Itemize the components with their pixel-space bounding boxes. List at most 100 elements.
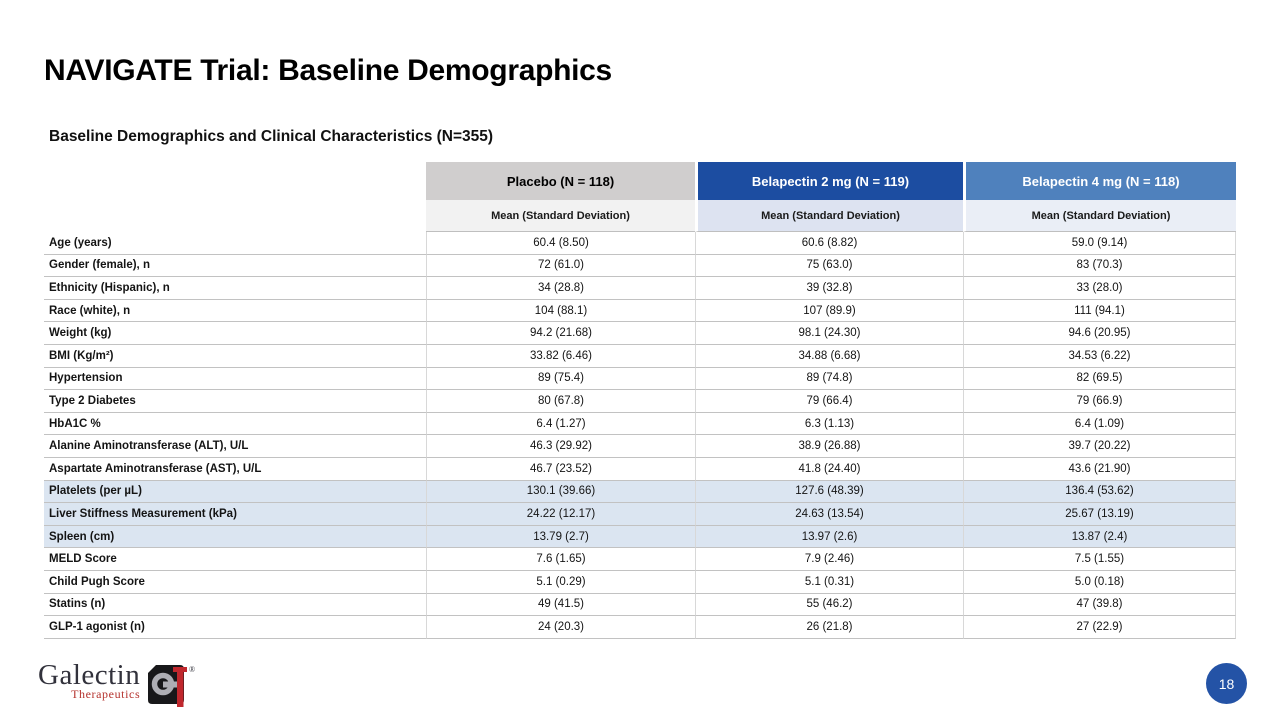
cell-value: 127.6 (48.39)	[695, 480, 963, 504]
cell-value: 34.88 (6.68)	[695, 344, 963, 368]
cell-value: 24.22 (12.17)	[426, 503, 695, 526]
cell-value: 46.3 (29.92)	[426, 435, 695, 458]
row-label: Age (years)	[44, 232, 426, 255]
cell-value: 79 (66.9)	[963, 390, 1236, 413]
cell-value: 7.6 (1.65)	[426, 548, 695, 571]
cell-value: 13.79 (2.7)	[426, 525, 695, 549]
cell-value: 72 (61.0)	[426, 254, 695, 278]
galectin-gt-icon: ®	[148, 665, 195, 707]
cell-value: 6.4 (1.09)	[963, 412, 1236, 436]
cell-value: 107 (89.9)	[695, 299, 963, 323]
table-row: Platelets (per µL) 130.1 (39.66) 127.6 (48…	[44, 480, 1236, 504]
cell-value: 111 (94.1)	[963, 299, 1236, 323]
row-label: Gender (female), n	[44, 254, 426, 278]
registered-mark: ®	[189, 665, 195, 674]
row-label: Child Pugh Score	[44, 570, 426, 594]
cell-value: 6.4 (1.27)	[426, 412, 695, 436]
logo-subtext: Therapeutics	[71, 687, 141, 701]
row-label: Spleen (cm)	[44, 525, 426, 549]
table-row: Spleen (cm) 13.79 (2.7) 13.97 (2.6) 13.87 (…	[44, 525, 1236, 549]
column-header-belapectin-2mg: Belapectin 2 mg (N = 119)	[695, 162, 963, 200]
cell-value: 55 (46.2)	[695, 593, 963, 617]
column-header-placebo: Placebo (N = 118)	[426, 162, 695, 200]
cell-value: 82 (69.5)	[963, 367, 1236, 391]
table-row: Weight (kg) 94.2 (21.68) 98.1 (24.30) 94.6 …	[44, 322, 1236, 345]
cell-value: 34 (28.8)	[426, 277, 695, 300]
cell-value: 130.1 (39.66)	[426, 480, 695, 504]
cell-value: 98.1 (24.30)	[695, 322, 963, 345]
cell-value: 5.0 (0.18)	[963, 570, 1236, 594]
table-row: BMI (Kg/m²) 33.82 (6.46) 34.88 (6.68) 34.53…	[44, 344, 1236, 368]
cell-value: 75 (63.0)	[695, 254, 963, 278]
table-row: Statins (n) 49 (41.5) 55 (46.2) 47 (39.8)	[44, 593, 1236, 617]
subheader-row: Mean (Standard Deviation) Mean (Standard…	[44, 200, 1236, 232]
row-label: Ethnicity (Hispanic), n	[44, 277, 426, 300]
cell-value: 13.87 (2.4)	[963, 525, 1236, 549]
cell-value: 6.3 (1.13)	[695, 412, 963, 436]
cell-value: 104 (88.1)	[426, 299, 695, 323]
table-row: Child Pugh Score 5.1 (0.29) 5.1 (0.31) 5.0 …	[44, 570, 1236, 594]
cell-value: 26 (21.8)	[695, 616, 963, 639]
table-row: HbA1C % 6.4 (1.27) 6.3 (1.13) 6.4 (1.09)	[44, 412, 1236, 436]
page-number: 18	[1218, 675, 1235, 692]
cell-value: 38.9 (26.88)	[695, 435, 963, 458]
table-row: Hypertension 89 (75.4) 89 (74.8) 82 (69.5)	[44, 367, 1236, 391]
column-header-row: Placebo (N = 118) Belapectin 2 mg (N = 1…	[44, 162, 1236, 200]
cell-value: 34.53 (6.22)	[963, 344, 1236, 368]
row-label: Weight (kg)	[44, 322, 426, 345]
table-title: Baseline Demographics and Clinical Chara…	[49, 128, 494, 145]
cell-value: 49 (41.5)	[426, 593, 695, 617]
cell-value: 43.6 (21.90)	[963, 457, 1236, 481]
table-row: Aspartate Aminotransferase (AST), U/L 46.…	[44, 457, 1236, 481]
subheader-belapectin-2mg: Mean (Standard Deviation)	[695, 200, 963, 232]
row-label: HbA1C %	[44, 412, 426, 436]
cell-value: 47 (39.8)	[963, 593, 1236, 617]
column-header-belapectin-4mg: Belapectin 4 mg (N = 118)	[963, 162, 1236, 200]
page-title: NAVIGATE Trial: Baseline Demographics	[44, 54, 612, 87]
row-label: Race (white), n	[44, 299, 426, 323]
subheader-stub	[44, 200, 426, 232]
cell-value: 7.5 (1.55)	[963, 548, 1236, 571]
row-label: Aspartate Aminotransferase (AST), U/L	[44, 457, 426, 481]
cell-value: 60.6 (8.82)	[695, 232, 963, 255]
cell-value: 60.4 (8.50)	[426, 232, 695, 255]
row-label: Platelets (per µL)	[44, 480, 426, 504]
cell-value: 83 (70.3)	[963, 254, 1236, 278]
page-number-badge: 18	[1206, 663, 1247, 704]
cell-value: 80 (67.8)	[426, 390, 695, 413]
row-label: Type 2 Diabetes	[44, 390, 426, 413]
cell-value: 39 (32.8)	[695, 277, 963, 300]
cell-value: 39.7 (20.22)	[963, 435, 1236, 458]
demographics-table: Placebo (N = 118) Belapectin 2 mg (N = 1…	[44, 162, 1236, 639]
cell-value: 5.1 (0.31)	[695, 570, 963, 594]
subheader-placebo: Mean (Standard Deviation)	[426, 200, 695, 232]
row-label: MELD Score	[44, 548, 426, 571]
cell-value: 24.63 (13.54)	[695, 503, 963, 526]
table-row: Age (years) 60.4 (8.50) 60.6 (8.82) 59.0 (9…	[44, 232, 1236, 255]
cell-value: 59.0 (9.14)	[963, 232, 1236, 255]
table-row: Race (white), n 104 (88.1) 107 (89.9) 111 (…	[44, 299, 1236, 323]
cell-value: 41.8 (24.40)	[695, 457, 963, 481]
cell-value: 89 (75.4)	[426, 367, 695, 391]
cell-value: 89 (74.8)	[695, 367, 963, 391]
table-row: Ethnicity (Hispanic), n 34 (28.8) 39 (32.8…	[44, 277, 1236, 300]
table-row: Liver Stiffness Measurement (kPa) 24.22 (…	[44, 503, 1236, 526]
row-label: Hypertension	[44, 367, 426, 391]
cell-value: 79 (66.4)	[695, 390, 963, 413]
row-label: Statins (n)	[44, 593, 426, 617]
cell-value: 46.7 (23.52)	[426, 457, 695, 481]
subheader-belapectin-4mg: Mean (Standard Deviation)	[963, 200, 1236, 232]
cell-value: 5.1 (0.29)	[426, 570, 695, 594]
cell-value: 136.4 (53.62)	[963, 480, 1236, 504]
row-label: GLP-1 agonist (n)	[44, 616, 426, 639]
row-label: Liver Stiffness Measurement (kPa)	[44, 503, 426, 526]
row-label: Alanine Aminotransferase (ALT), U/L	[44, 435, 426, 458]
cell-value: 7.9 (2.46)	[695, 548, 963, 571]
cell-value: 27 (22.9)	[963, 616, 1236, 639]
logo-wordmark: Galectin	[38, 659, 141, 691]
cell-value: 94.6 (20.95)	[963, 322, 1236, 345]
cell-value: 33 (28.0)	[963, 277, 1236, 300]
table-row: Gender (female), n 72 (61.0) 75 (63.0) 83 (…	[44, 254, 1236, 278]
table-row: MELD Score 7.6 (1.65) 7.9 (2.46) 7.5 (1.55)	[44, 548, 1236, 571]
